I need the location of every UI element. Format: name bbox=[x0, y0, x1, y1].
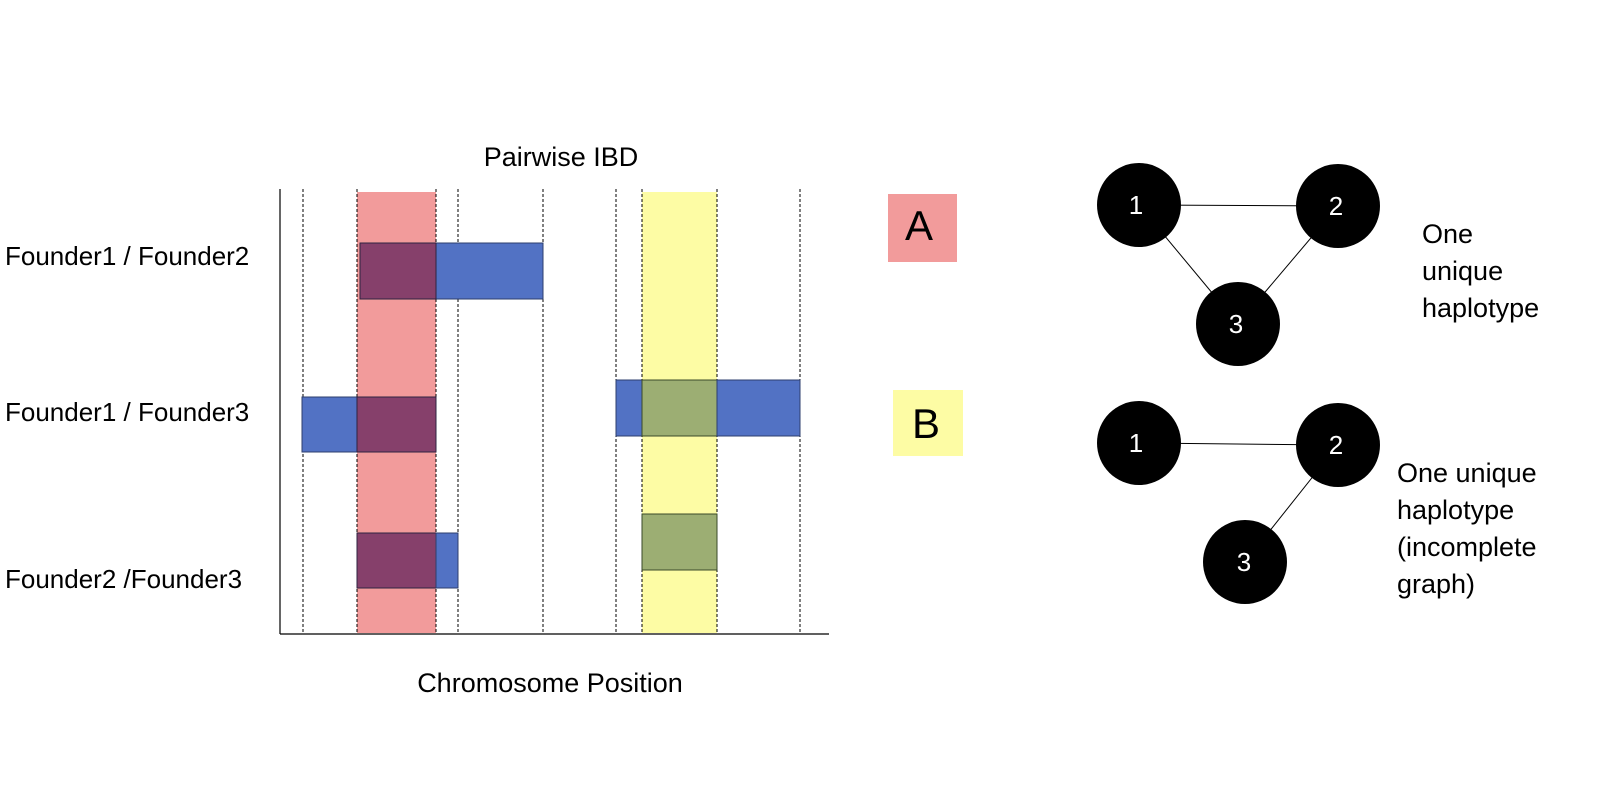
graph-node bbox=[1203, 520, 1287, 604]
ibd-segment bbox=[716, 379, 801, 437]
graph-caption-incomplete: One unique haplotype (incomplete graph) bbox=[1397, 458, 1544, 599]
ibd-segment-overlap-a bbox=[359, 242, 437, 300]
ibd-segment-overlap-b bbox=[641, 379, 718, 437]
row-label: Founder1 / Founder3 bbox=[5, 397, 249, 427]
graph-node bbox=[1296, 164, 1380, 248]
caption-line: (incomplete bbox=[1397, 532, 1537, 562]
graph-caption-complete: One unique haplotype bbox=[1422, 219, 1539, 323]
row-label: Founder2 /Founder3 bbox=[5, 564, 242, 594]
graph-node-label: 2 bbox=[1329, 430, 1343, 460]
row-label: Founder1 / Founder2 bbox=[5, 241, 249, 271]
graph-node bbox=[1196, 282, 1280, 366]
region-a-label: A bbox=[905, 202, 933, 249]
region-b-label: B bbox=[912, 400, 940, 447]
caption-line: One bbox=[1422, 219, 1473, 249]
caption-line: unique bbox=[1422, 256, 1503, 286]
caption-line: haplotype bbox=[1422, 293, 1539, 323]
graph-node bbox=[1097, 401, 1181, 485]
region-b-box bbox=[893, 390, 963, 456]
graph-node bbox=[1296, 403, 1380, 487]
graph-node-label: 1 bbox=[1129, 190, 1143, 220]
caption-line: One unique bbox=[1397, 458, 1537, 488]
graph-node bbox=[1097, 163, 1181, 247]
haplotype-graph-incomplete: 1 2 3 bbox=[1097, 401, 1380, 604]
ibd-segment bbox=[435, 242, 544, 300]
graph-node-label: 3 bbox=[1229, 309, 1243, 339]
ibd-segment-overlap-a bbox=[356, 396, 437, 453]
caption-line: graph) bbox=[1397, 569, 1475, 599]
ibd-segment bbox=[301, 396, 358, 453]
ibd-segment-overlap-a bbox=[356, 532, 437, 589]
haplotype-graph-complete: 1 2 3 bbox=[1097, 163, 1380, 366]
graph-node-label: 2 bbox=[1329, 191, 1343, 221]
caption-line: haplotype bbox=[1397, 495, 1514, 525]
ibd-segment bbox=[435, 532, 459, 589]
chart-title: Pairwise IBD bbox=[484, 142, 639, 172]
graph-node-label: 3 bbox=[1237, 547, 1251, 577]
region-a-box bbox=[888, 194, 957, 262]
ibd-segment bbox=[615, 379, 643, 437]
graph-node-label: 1 bbox=[1129, 428, 1143, 458]
ibd-segment-overlap-b bbox=[641, 513, 718, 571]
x-axis-label: Chromosome Position bbox=[417, 668, 683, 698]
